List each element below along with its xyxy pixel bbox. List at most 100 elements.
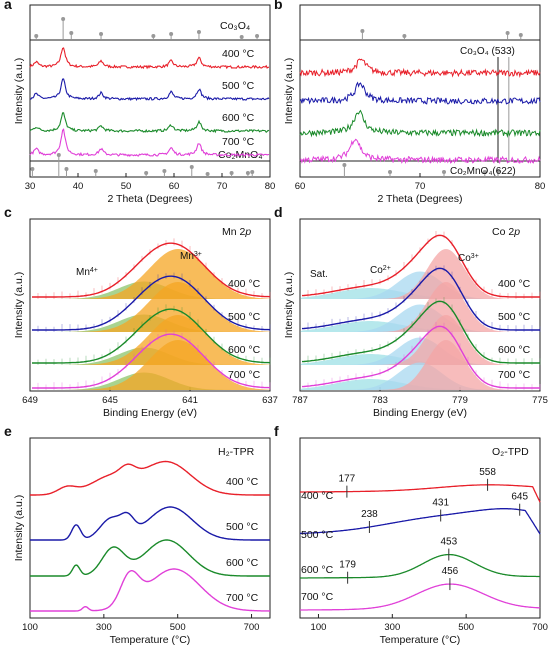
x-tick-label: 70 bbox=[217, 181, 228, 192]
component-label-Co2+: Co2+ bbox=[370, 265, 391, 277]
peak-temperature-label: 177 bbox=[339, 474, 356, 485]
panel-title-italic: p bbox=[244, 226, 251, 238]
x-tick-label: 779 bbox=[452, 395, 468, 406]
plot-frame bbox=[299, 4, 541, 178]
x-tick-label: 70 bbox=[415, 181, 426, 192]
curve-label: 700 °C bbox=[301, 591, 334, 603]
x-axis-title: 2 Theta (Degrees) bbox=[107, 193, 192, 205]
curve-label: 500 °C bbox=[222, 80, 255, 92]
x-axis-title: Temperature (°C) bbox=[380, 634, 461, 646]
curve-label: 500 °C bbox=[228, 311, 261, 323]
x-axis-title: 2 Theta (Degrees) bbox=[377, 193, 462, 205]
reference-marker bbox=[144, 171, 149, 175]
peak-temperature-label: 431 bbox=[432, 497, 449, 508]
fit-envelope-400C bbox=[32, 242, 271, 298]
reference-marker bbox=[64, 167, 69, 171]
component-label-Co3+: Co3+ bbox=[458, 253, 479, 265]
peak-temperature-label: 238 bbox=[361, 509, 378, 520]
x-tick-label: 649 bbox=[22, 395, 38, 406]
panel-f: 100 300 500 700 f Temperature (°C) O₂-TPD 400 °… bbox=[274, 423, 548, 646]
peak-temperature-label: 456 bbox=[442, 566, 459, 577]
panel-title: Co 2p bbox=[492, 226, 520, 238]
reference-marker bbox=[205, 172, 210, 176]
fit-envelope-600C bbox=[301, 300, 540, 364]
fit-envelope-500C bbox=[32, 275, 271, 331]
x-tick-label: 500 bbox=[458, 622, 474, 633]
fit-envelope-700C bbox=[32, 333, 271, 389]
y-axis-title: Intensity (a.u.) bbox=[13, 272, 25, 339]
annotation-co2mno4-622: Co₂MnO₄(622) bbox=[450, 166, 516, 177]
curve-label: 700 °C bbox=[222, 136, 255, 148]
panel-title: H₂-TPR bbox=[218, 446, 255, 458]
xrd-pattern-700C bbox=[29, 128, 270, 158]
curve-label: 700 °C bbox=[228, 369, 261, 381]
y-axis-title: Intensity (a.u.) bbox=[283, 272, 295, 339]
component-fill-Sat bbox=[300, 321, 540, 332]
curve-label: 600 °C bbox=[226, 557, 259, 569]
reference-marker bbox=[388, 170, 392, 174]
y-axis-title: Intensity (a.u.) bbox=[13, 495, 25, 562]
reference-marker bbox=[99, 32, 104, 36]
reference-marker bbox=[518, 33, 523, 37]
reference-marker bbox=[342, 163, 347, 167]
reference-marker bbox=[496, 169, 500, 173]
plot-frame bbox=[29, 437, 271, 619]
component-fill-Co3+ bbox=[300, 282, 540, 332]
x-axis-title: Temperature (°C) bbox=[110, 634, 191, 646]
component-fill-Co3+ bbox=[300, 315, 540, 365]
component-label-Mn3+: Mn3+ bbox=[180, 251, 202, 263]
x-tick-label: 60 bbox=[169, 181, 180, 192]
xrd-zoom-pattern-600C bbox=[299, 109, 541, 138]
fit-envelope-500C bbox=[301, 267, 540, 331]
component-label-Mn4+: Mn4+ bbox=[76, 267, 98, 279]
y-axis-title: Intensity (a.u.) bbox=[283, 58, 295, 125]
reference-marker bbox=[196, 30, 201, 34]
panel-letter: f bbox=[274, 423, 279, 439]
panel-letter: a bbox=[4, 0, 12, 12]
curve-label: 600 °C bbox=[301, 564, 334, 576]
tpd-curve-500C bbox=[300, 508, 541, 535]
reference-marker bbox=[442, 170, 446, 174]
tpd-curve-600C bbox=[300, 553, 540, 579]
panel-letter: c bbox=[4, 204, 12, 220]
x-axis-title: Binding Energy (eV) bbox=[373, 407, 467, 419]
y-axis-title: Intensity (a.u.) bbox=[13, 58, 25, 125]
x-tick-label: 645 bbox=[102, 395, 118, 406]
x-tick-label: 300 bbox=[96, 622, 112, 633]
panel-letter: e bbox=[4, 423, 12, 439]
plot-frame bbox=[299, 218, 541, 392]
component-fill-Co3+ bbox=[300, 249, 540, 299]
reference-marker bbox=[93, 169, 98, 173]
x-tick-label: 80 bbox=[535, 181, 546, 192]
xrd-pattern-400C bbox=[29, 47, 270, 70]
xrd-zoom-pattern-500C bbox=[299, 81, 541, 106]
x-tick-label: 637 bbox=[262, 395, 278, 406]
panel-title-italic: p bbox=[513, 226, 520, 238]
reference-marker bbox=[245, 171, 250, 175]
panel-letter: b bbox=[274, 0, 283, 12]
reference-marker bbox=[360, 29, 365, 33]
x-tick-label: 700 bbox=[244, 622, 260, 633]
xrd-pattern-500C bbox=[29, 78, 270, 101]
plot-frame bbox=[29, 218, 271, 392]
peak-temperature-label: 179 bbox=[339, 560, 356, 571]
peak-temperature-label: 558 bbox=[479, 467, 496, 478]
reference-marker bbox=[255, 34, 260, 38]
curve-label: 600 °C bbox=[222, 112, 255, 124]
peak-temperature-label: 453 bbox=[440, 537, 457, 548]
reference-marker bbox=[61, 17, 66, 21]
curve-label: 700 °C bbox=[498, 369, 531, 381]
plot-frame bbox=[29, 4, 271, 178]
curve-label: 400 °C bbox=[226, 476, 259, 488]
x-tick-label: 80 bbox=[265, 181, 276, 192]
curve-label: 700 °C bbox=[226, 592, 259, 604]
reference-marker bbox=[189, 165, 194, 169]
reference-marker bbox=[229, 171, 234, 175]
x-tick-label: 641 bbox=[182, 395, 198, 406]
tpr-curve-700C bbox=[30, 568, 270, 612]
tpd-curve-400C bbox=[300, 484, 541, 503]
reference-marker bbox=[239, 35, 244, 39]
xrd-pattern-600C bbox=[29, 112, 270, 134]
curve-label: 500 °C bbox=[226, 521, 259, 533]
component-sup: 2+ bbox=[383, 265, 391, 272]
